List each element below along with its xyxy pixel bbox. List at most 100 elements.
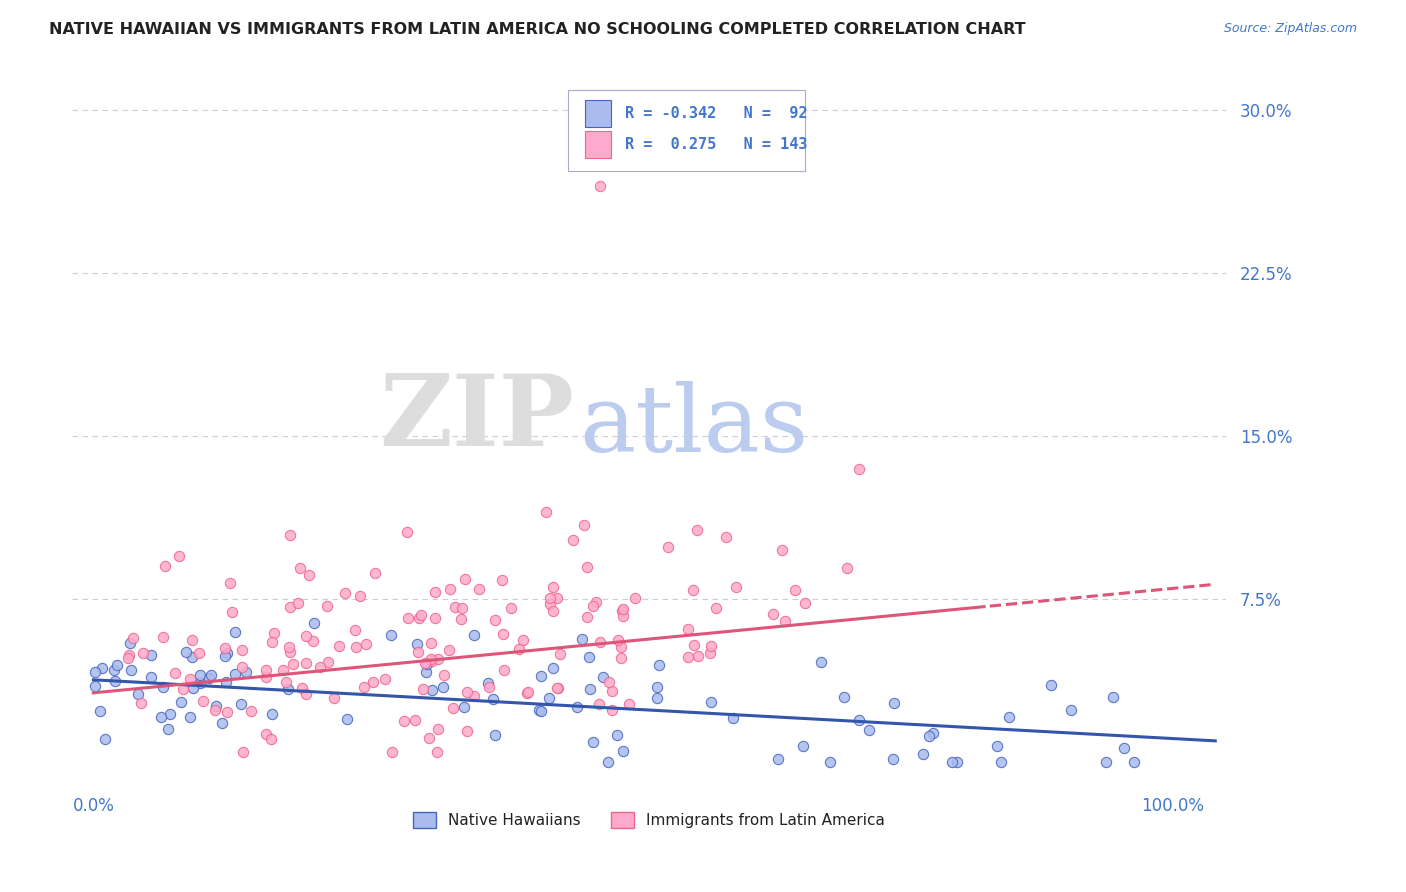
Point [298, 568, 321, 582]
Point [1112, 740, 1135, 755]
Point [530, 704, 553, 718]
Point [700, 695, 723, 709]
Point [1060, 703, 1083, 717]
Point [127, 687, 149, 701]
Point [418, 731, 440, 745]
Point [468, 582, 491, 597]
Point [200, 667, 222, 681]
Point [117, 651, 139, 665]
Point [153, 558, 176, 573]
Point [91, 661, 114, 675]
FancyBboxPatch shape [585, 100, 610, 128]
Point [412, 681, 434, 696]
Point [858, 723, 880, 738]
Point [612, 609, 634, 624]
Point [211, 716, 233, 731]
Point [508, 642, 530, 657]
Point [610, 640, 633, 654]
Point [571, 632, 593, 646]
Point [427, 652, 450, 666]
Point [541, 604, 564, 618]
Point [546, 591, 568, 605]
Point [423, 610, 446, 624]
Point [1102, 690, 1125, 705]
Point [451, 601, 474, 615]
Point [335, 586, 357, 600]
Point [219, 575, 242, 590]
Point [205, 698, 228, 713]
Point [610, 650, 633, 665]
Point [477, 675, 499, 690]
Point [419, 652, 441, 666]
Point [395, 525, 418, 540]
Point [482, 691, 505, 706]
Point [501, 601, 523, 615]
Point [172, 682, 194, 697]
Point [714, 529, 737, 543]
Point [589, 634, 612, 648]
Point [413, 656, 436, 670]
Point [129, 696, 152, 710]
Point [122, 632, 145, 646]
Point [180, 632, 202, 647]
Point [83, 665, 105, 679]
Point [214, 648, 236, 663]
Point [415, 665, 437, 679]
Point [188, 646, 211, 660]
Point [607, 632, 630, 647]
Point [682, 638, 704, 652]
Point [191, 694, 214, 708]
Point [93, 731, 115, 746]
Text: ZIP: ZIP [380, 370, 574, 467]
Point [617, 697, 640, 711]
Point [374, 672, 396, 686]
Point [396, 610, 419, 624]
Point [204, 703, 226, 717]
Point [433, 668, 456, 682]
Point [517, 685, 540, 699]
Point [941, 756, 963, 770]
Point [231, 643, 253, 657]
Point [423, 584, 446, 599]
Point [682, 582, 704, 597]
Point [704, 600, 727, 615]
Point [120, 663, 142, 677]
Point [492, 663, 515, 677]
Point [550, 647, 572, 661]
Point [273, 663, 295, 677]
Point [152, 630, 174, 644]
Text: R = -0.342   N =  92: R = -0.342 N = 92 [624, 106, 807, 121]
Point [538, 597, 561, 611]
Point [491, 573, 513, 587]
Point [315, 599, 337, 614]
FancyBboxPatch shape [568, 89, 804, 171]
Point [103, 664, 125, 678]
Point [921, 725, 943, 739]
Point [118, 648, 141, 662]
Point [415, 657, 437, 672]
Point [215, 675, 238, 690]
Point [762, 607, 785, 621]
Point [686, 523, 709, 537]
Point [721, 711, 744, 725]
Point [582, 735, 605, 749]
Point [612, 744, 634, 758]
Point [277, 640, 299, 654]
Point [536, 505, 558, 519]
Point [304, 616, 326, 631]
Point [579, 681, 602, 696]
Point [543, 660, 565, 674]
Point [159, 707, 181, 722]
Point [361, 674, 384, 689]
Text: R =  0.275   N = 143: R = 0.275 N = 143 [624, 136, 807, 152]
Point [278, 528, 301, 542]
Point [316, 655, 339, 669]
Point [291, 681, 314, 696]
Point [278, 645, 301, 659]
Point [453, 699, 475, 714]
Point [404, 713, 426, 727]
Point [157, 722, 180, 736]
Point [224, 666, 246, 681]
Point [274, 674, 297, 689]
Point [834, 690, 856, 704]
